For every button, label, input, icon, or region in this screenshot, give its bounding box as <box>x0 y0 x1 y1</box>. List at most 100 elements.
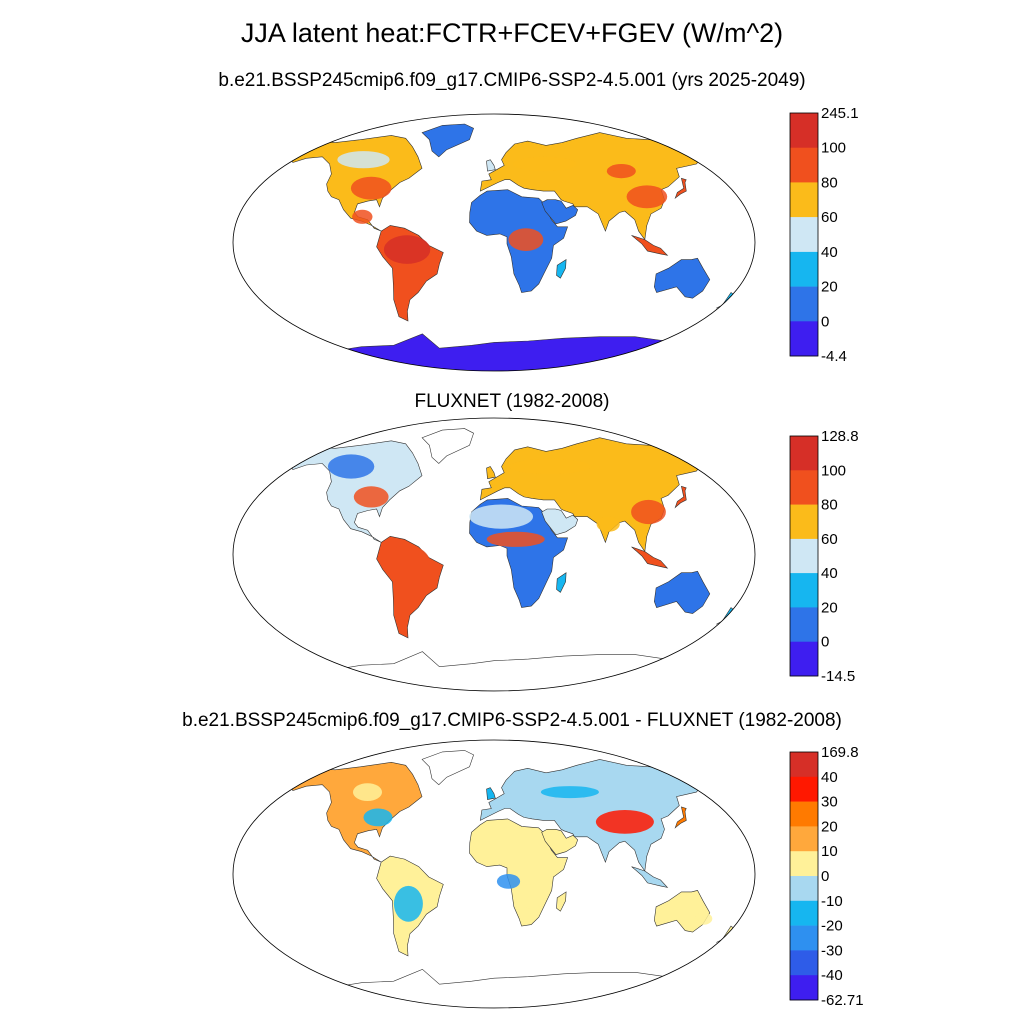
colorbar-label: 40 <box>821 565 838 582</box>
region-greenland <box>421 750 474 786</box>
region-indonesia <box>631 866 669 888</box>
colorbar-label: -14.5 <box>821 668 855 685</box>
region-arabia <box>541 508 579 536</box>
colorbar-swatch <box>790 607 818 642</box>
figure-title: JJA latent heat:FCTR+FCEV+FGEV (W/m^2) <box>240 18 784 48</box>
colorbar-swatch <box>790 182 818 218</box>
field-patch <box>383 235 431 264</box>
region-japan <box>674 177 687 200</box>
field-patch <box>363 808 393 827</box>
field-patch <box>626 185 668 209</box>
field-patch <box>606 164 636 179</box>
colorbar-swatch <box>790 573 818 608</box>
panel-3-title: b.e21.BSSP245cmip6.f09_g17.CMIP6-SSP2-4.… <box>182 710 842 731</box>
colorbar-label: 100 <box>821 140 846 157</box>
field-patch <box>352 209 373 224</box>
colorbar-label: -4.4 <box>821 348 847 365</box>
field-patch <box>509 458 591 475</box>
colorbar-swatch <box>790 900 818 926</box>
land-field <box>290 123 738 371</box>
colorbar-swatch <box>790 801 818 827</box>
colorbar-swatch <box>790 436 818 471</box>
colorbar-label: 40 <box>821 244 838 261</box>
field-patch <box>496 874 521 889</box>
colorbar-2: 128.8 100 80 60 40 20 0 -14.5 <box>789 428 859 685</box>
colorbar-label: -30 <box>821 942 843 959</box>
colorbar-label: 20 <box>821 599 838 616</box>
colorbar-label: 0 <box>821 634 829 651</box>
colorbar-label: 169.8 <box>821 744 859 761</box>
colorbar-label: 30 <box>821 794 838 811</box>
field-patch <box>383 545 431 582</box>
field-patch <box>515 884 545 909</box>
field-patch <box>694 912 713 925</box>
field-patch <box>350 176 392 200</box>
colorbar-swatch <box>790 851 818 877</box>
region-madagascar <box>556 572 567 593</box>
field-patch <box>595 810 654 834</box>
field-patch <box>393 885 423 922</box>
colorbar-swatch <box>790 286 818 322</box>
region-arabia <box>541 828 579 855</box>
region-indonesia <box>631 235 669 256</box>
colorbar-label: 60 <box>821 209 838 226</box>
region-uk <box>486 466 496 480</box>
field-patch <box>353 783 382 801</box>
map-panel-2: 128.8 100 80 60 40 20 0 -14.5 <box>232 417 859 692</box>
colorbar-label: 20 <box>821 279 838 296</box>
colorbar-frame <box>789 435 819 677</box>
map-panel-3: 169.8 40 30 20 10 0 -10 -20 -30 -40 -62.71 <box>232 739 864 1009</box>
colorbar-swatch <box>790 113 818 148</box>
region-australia <box>653 570 711 614</box>
region-japan <box>674 485 687 509</box>
region-antarctica <box>293 333 696 371</box>
colorbar-label: 80 <box>821 174 838 191</box>
colorbar-label: 128.8 <box>821 428 859 445</box>
colorbar-swatch <box>790 504 818 540</box>
region-antarctica <box>293 651 696 691</box>
region-antarctica <box>293 968 696 1008</box>
colorbar-swatch <box>790 950 818 976</box>
region-greenland <box>421 428 474 464</box>
colorbar-swatch <box>790 826 818 852</box>
colorbar-swatch <box>790 975 818 1001</box>
region-australia <box>653 257 711 299</box>
field-patch <box>327 454 375 479</box>
region-eurasia <box>479 759 710 872</box>
region-northAmerica <box>290 761 423 863</box>
field-patch <box>508 228 544 252</box>
colorbar-label: 0 <box>821 313 829 330</box>
colorbar-label: 100 <box>821 462 846 479</box>
field-patch <box>540 786 599 799</box>
field-patch <box>486 531 545 547</box>
colorbar-swatch <box>790 776 818 802</box>
colorbar-label: -20 <box>821 918 843 935</box>
colorbar-swatch <box>790 321 818 357</box>
colorbar-swatch <box>790 538 818 574</box>
map-panel-1: 245.1 100 80 60 40 20 0 -4.4 <box>232 105 859 372</box>
region-madagascar <box>556 259 567 279</box>
field-patch <box>512 156 577 172</box>
colorbar-swatch <box>790 876 818 902</box>
colorbar-label: 245.1 <box>821 105 859 122</box>
colorbar-3: 169.8 40 30 20 10 0 -10 -20 -30 -40 -62.71 <box>789 744 864 1009</box>
region-indonesia <box>631 546 669 569</box>
colorbar-label: 10 <box>821 843 838 860</box>
colorbar-swatch <box>790 925 818 951</box>
land-field <box>290 428 738 691</box>
colorbar-label: -62.71 <box>821 992 864 1009</box>
colorbar-label: 20 <box>821 818 838 835</box>
colorbar-swatch <box>790 147 818 183</box>
land-field <box>290 750 738 1008</box>
region-uk <box>486 159 496 172</box>
map-boundary <box>232 417 756 692</box>
colorbar-1: 245.1 100 80 60 40 20 0 -4.4 <box>789 105 859 365</box>
colorbar-swatch <box>790 641 818 677</box>
field-patch <box>631 499 666 525</box>
region-greenland <box>421 123 474 158</box>
colorbar-swatch <box>790 217 818 253</box>
map-boundary <box>232 739 756 1009</box>
region-japan <box>674 806 687 829</box>
map-boundary <box>232 113 756 372</box>
